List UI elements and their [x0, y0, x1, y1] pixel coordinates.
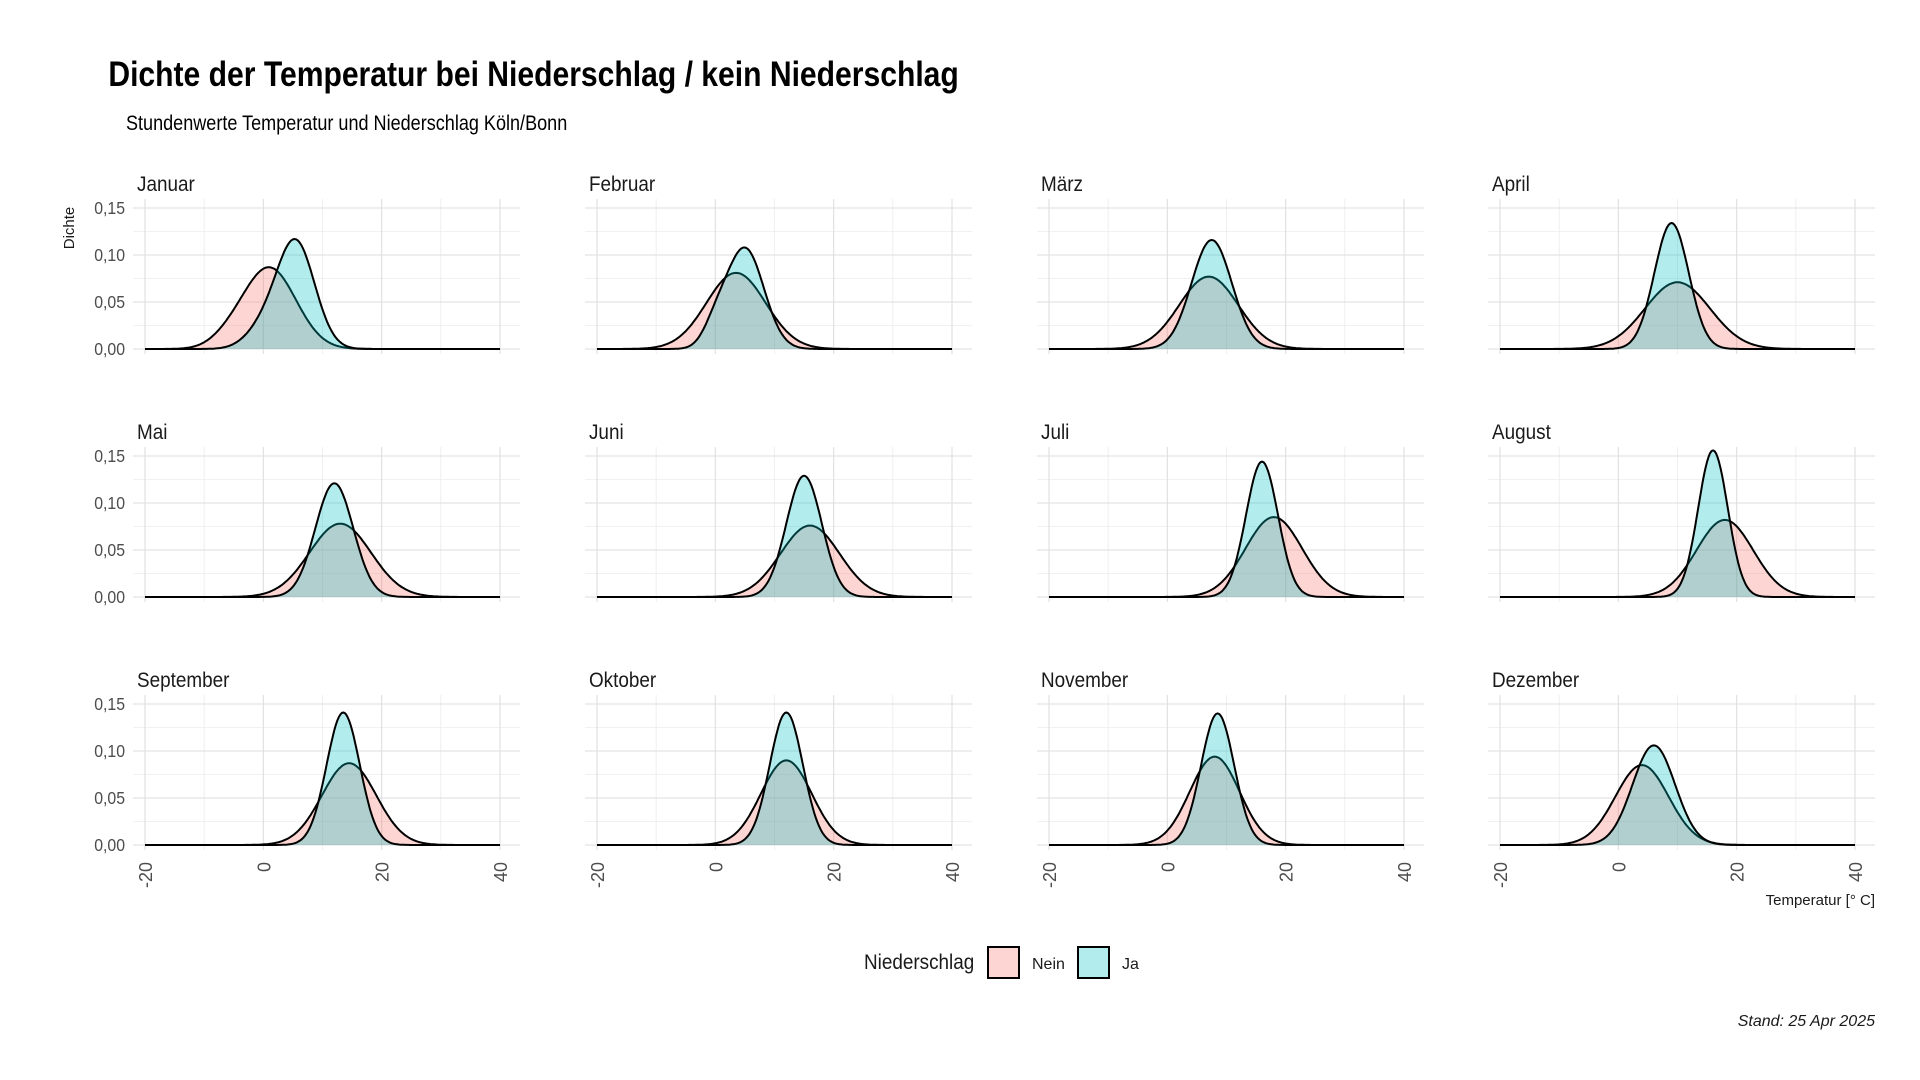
facet-panel: November -20 0 20 40: [1037, 669, 1424, 888]
facet-label: August: [1492, 421, 1551, 444]
legend-key-nein: [987, 946, 1020, 979]
y-tick-label: 0,05: [94, 540, 125, 560]
density-area-ja: [145, 483, 500, 597]
legend-title: Niederschlag: [864, 951, 974, 974]
y-axis-label: Dichte: [61, 207, 78, 250]
facet-label: April: [1492, 173, 1530, 196]
density-area-nein: [145, 523, 500, 597]
facet-panel: März: [1037, 173, 1424, 354]
facet-label: Januar: [137, 173, 195, 196]
facet-panel: August: [1488, 421, 1875, 602]
legend-label-ja: Ja: [1122, 956, 1139, 973]
y-tick-label: 0,15: [94, 694, 125, 714]
y-tick-label: 0,10: [94, 741, 125, 761]
facet-label: Dezember: [1492, 669, 1579, 692]
density-line-ja: [1500, 744, 1855, 846]
facet-panel: Juli: [1037, 421, 1424, 602]
density-area-nein: [1049, 756, 1404, 845]
density-line-ja: [1049, 239, 1404, 350]
density-area-nein: [597, 272, 952, 349]
legend-key-ja: [1077, 946, 1110, 979]
density-area-ja: [145, 239, 500, 349]
density-line-ja: [1500, 222, 1855, 350]
density-line-ja: [1049, 712, 1404, 846]
facet-panel: Oktober -20 0 20 40: [585, 669, 972, 888]
x-tick-label: 40: [1395, 862, 1415, 882]
density-area-nein: [597, 525, 952, 597]
density-line-ja: [145, 482, 500, 598]
x-tick-label: -20: [1040, 862, 1060, 888]
x-axis-label: Temperatur [° C]: [1766, 892, 1875, 909]
legend: Niederschlag Nein Ja: [864, 946, 1139, 979]
facet-label: Juni: [589, 421, 624, 444]
density-area-ja: [1049, 713, 1404, 845]
density-area-nein: [1500, 282, 1855, 349]
x-tick-label: 0: [1609, 862, 1629, 872]
x-tick-label: 20: [1277, 862, 1297, 882]
facet-panel: Juni: [585, 421, 972, 602]
y-tick-label: 0,15: [94, 446, 125, 466]
y-tick-label: 0,05: [94, 788, 125, 808]
y-tick-label: 0,00: [94, 835, 125, 855]
x-tick-label: 0: [254, 862, 274, 872]
density-line-ja: [145, 238, 500, 350]
x-tick-label: 0: [1158, 862, 1178, 872]
caption-stand: Stand: 25 Apr 2025: [1738, 1013, 1875, 1030]
density-area-ja: [597, 247, 952, 349]
y-tick-label: 0,10: [94, 493, 125, 513]
density-line-ja: [1500, 449, 1855, 598]
density-line-ja: [1049, 460, 1404, 598]
density-line-ja: [145, 711, 500, 846]
density-area-nein: [145, 763, 500, 845]
density-area-ja: [597, 712, 952, 845]
facet-panel: Februar: [585, 173, 972, 354]
facet-label: Februar: [589, 173, 655, 196]
density-area-ja: [145, 712, 500, 845]
facet-panel: September 0,00 0,05 0,10 0,15 -20 0 20 40: [94, 669, 520, 888]
facet-panels: Januar 0,00 0,05 0,10 0,15 Februar März April Ma…: [94, 173, 1875, 888]
facet-panel: Mai 0,00 0,05 0,10 0,15: [94, 421, 520, 607]
chart-title: Dichte der Temperatur bei Niederschlag /…: [108, 54, 958, 94]
x-tick-label: 20: [373, 862, 393, 882]
facet-label: März: [1041, 173, 1083, 196]
facet-panel: Dezember -20 0 20 40: [1488, 669, 1875, 888]
density-line-ja: [597, 711, 952, 846]
density-area-ja: [1049, 240, 1404, 349]
x-tick-label: -20: [588, 862, 608, 888]
x-tick-label: -20: [1491, 862, 1511, 888]
x-tick-label: 40: [943, 862, 963, 882]
density-area-nein: [145, 267, 500, 349]
chart-subtitle: Stundenwerte Temperatur und Niederschlag…: [126, 112, 567, 136]
facet-panel: April: [1488, 173, 1875, 354]
density-area-ja: [1500, 223, 1855, 349]
density-area-nein: [597, 760, 952, 845]
density-area-nein: [1049, 517, 1404, 597]
y-tick-label: 0,00: [94, 339, 125, 359]
density-line-ja: [597, 474, 952, 598]
facet-label: September: [137, 669, 230, 692]
x-tick-label: 20: [1728, 862, 1748, 882]
x-tick-label: 40: [1846, 862, 1866, 882]
y-tick-label: 0,10: [94, 245, 125, 265]
density-area-ja: [597, 475, 952, 597]
facet-label: November: [1041, 669, 1128, 692]
facet-panel: Januar 0,00 0,05 0,10 0,15: [94, 173, 520, 359]
facet-label: Juli: [1041, 421, 1069, 444]
x-tick-label: 20: [825, 862, 845, 882]
y-tick-label: 0,15: [94, 198, 125, 218]
y-tick-label: 0,00: [94, 587, 125, 607]
facet-label: Mai: [137, 421, 167, 444]
density-area-nein: [1500, 765, 1855, 845]
facet-label: Oktober: [589, 669, 657, 692]
density-area-ja: [1500, 745, 1855, 845]
density-line-ja: [597, 246, 952, 350]
legend-label-nein: Nein: [1032, 956, 1065, 973]
x-tick-label: 40: [491, 862, 511, 882]
x-tick-label: -20: [136, 862, 156, 888]
density-area-nein: [1500, 519, 1855, 597]
density-area-nein: [1049, 276, 1404, 349]
x-tick-label: 0: [706, 862, 726, 872]
y-tick-label: 0,05: [94, 292, 125, 312]
